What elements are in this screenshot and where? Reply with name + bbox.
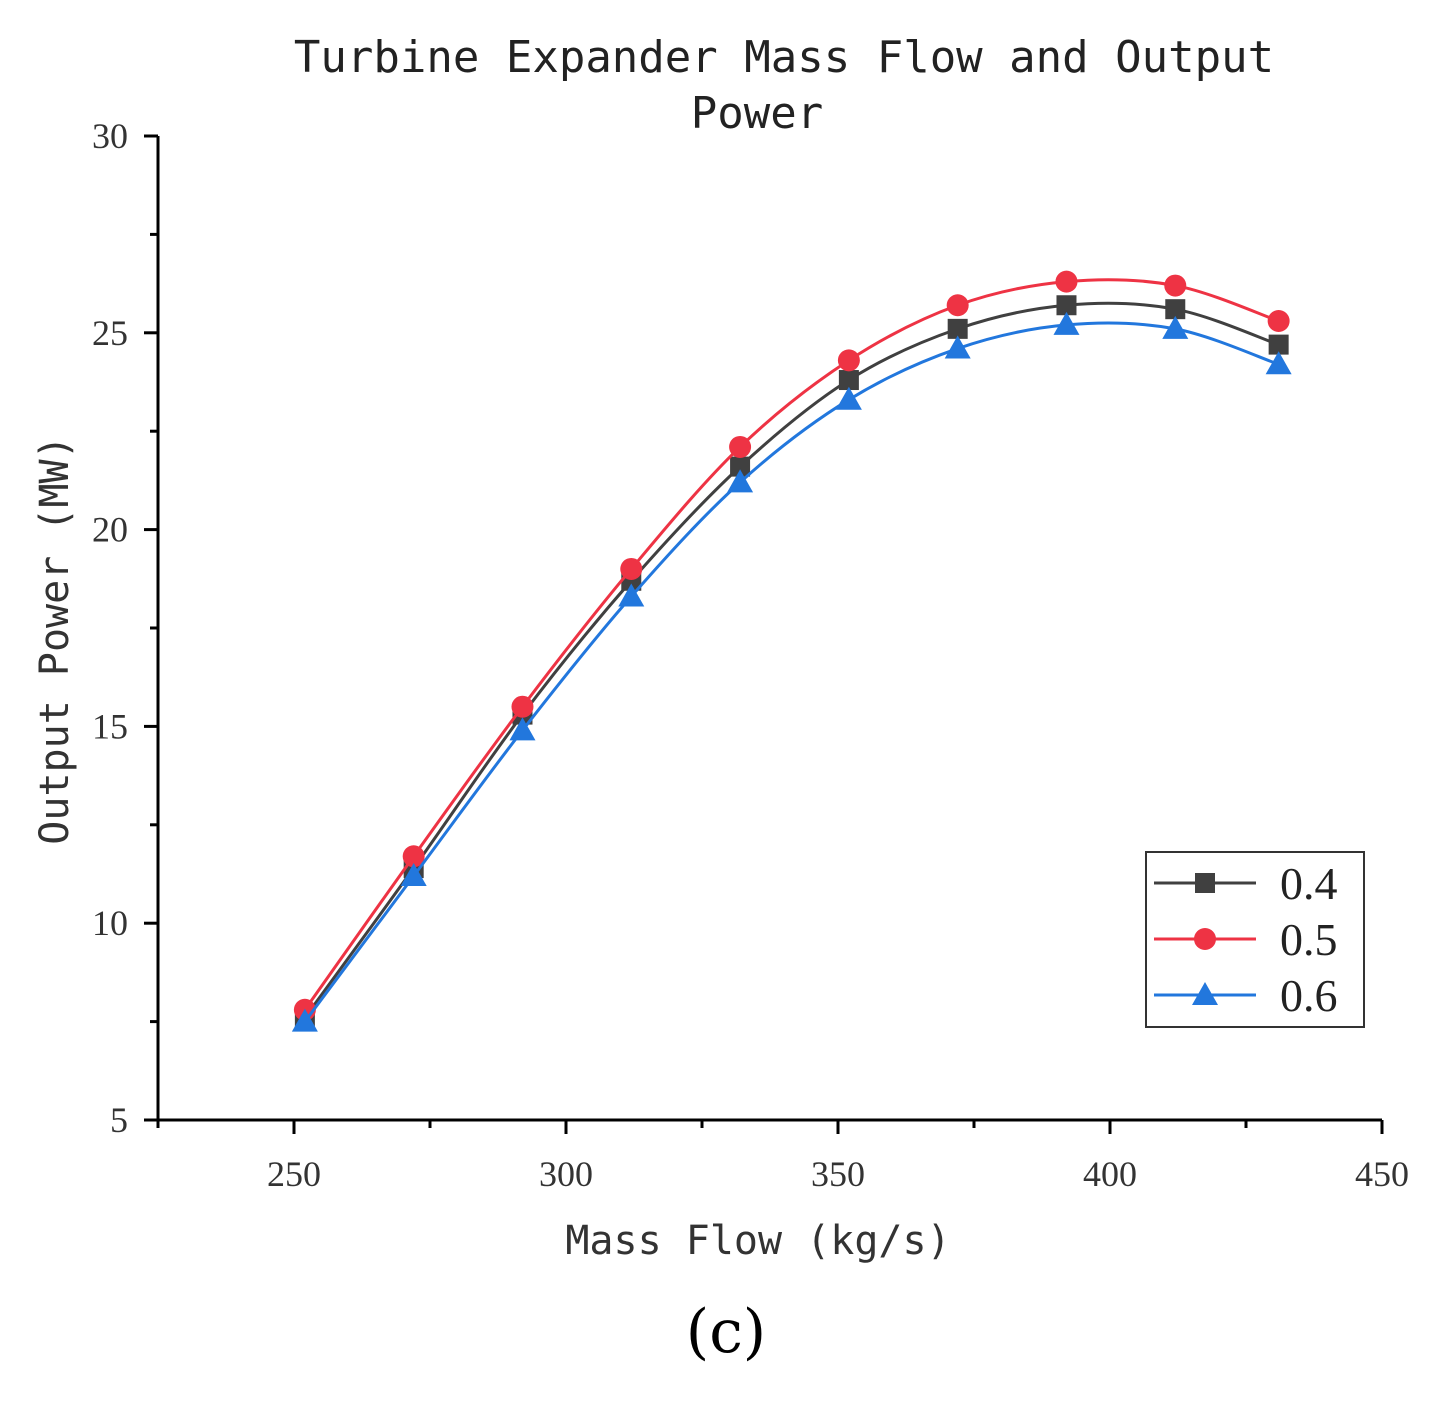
data-point	[1053, 311, 1080, 335]
y-tick-label: 5	[110, 1100, 128, 1140]
y-tick-label: 25	[92, 313, 128, 353]
data-point	[511, 695, 534, 718]
data-point	[291, 1008, 318, 1032]
data-point	[838, 370, 859, 391]
x-axis-label: Mass Flow (kg/s)	[565, 1218, 950, 1264]
legend-marker	[1192, 982, 1218, 1005]
data-point	[1055, 270, 1078, 293]
data-point	[727, 469, 754, 493]
data-point	[1162, 315, 1189, 339]
y-tick-label: 30	[92, 116, 128, 156]
x-tick-label: 450	[1355, 1154, 1409, 1194]
legend-label: 0.4	[1280, 858, 1338, 909]
figure-caption: (c)	[686, 1297, 766, 1367]
series-0-4	[294, 295, 1289, 1028]
legend-label: 0.6	[1280, 970, 1338, 1021]
y-tick-label: 10	[92, 903, 128, 943]
data-point	[1267, 309, 1290, 332]
series-0-6	[291, 311, 1292, 1032]
data-point	[509, 717, 536, 741]
data-point	[1265, 351, 1292, 375]
chart-title-line-1: Turbine Expander Mass Flow and Output	[294, 32, 1274, 83]
x-tick-label: 300	[539, 1154, 593, 1194]
data-point	[730, 456, 751, 477]
data-point	[618, 583, 645, 607]
data-point	[946, 294, 969, 317]
data-point	[729, 435, 752, 458]
data-point	[1268, 334, 1289, 355]
data-point	[402, 845, 425, 868]
data-point	[400, 862, 427, 886]
legend-label: 0.5	[1280, 914, 1338, 965]
chart-title-line-2: Power	[691, 88, 823, 139]
series-line	[303, 321, 1280, 1023]
y-tick-label: 15	[92, 706, 128, 746]
y-axis-label: Output Power (MW)	[32, 435, 78, 844]
data-point	[1165, 299, 1186, 320]
x-tick-label: 400	[1083, 1154, 1137, 1194]
series-0-5	[293, 270, 1290, 1021]
y-tick-label: 20	[92, 510, 128, 550]
data-point	[620, 557, 643, 580]
data-point	[837, 349, 860, 372]
data-point	[944, 335, 971, 359]
data-point	[947, 318, 968, 339]
series-line	[303, 278, 1280, 1011]
data-point	[1056, 295, 1077, 316]
legend-marker	[1195, 873, 1215, 893]
x-tick-label: 350	[811, 1154, 865, 1194]
x-tick-label: 250	[267, 1154, 321, 1194]
legend-marker	[1194, 928, 1216, 950]
data-point	[1164, 274, 1187, 297]
series-line	[303, 301, 1280, 1019]
legend: 0.40.50.6	[1145, 851, 1365, 1028]
data-point	[835, 386, 862, 410]
plot-area: 5 10 15 20 25 30 250 300 350 400 450	[92, 116, 1409, 1194]
